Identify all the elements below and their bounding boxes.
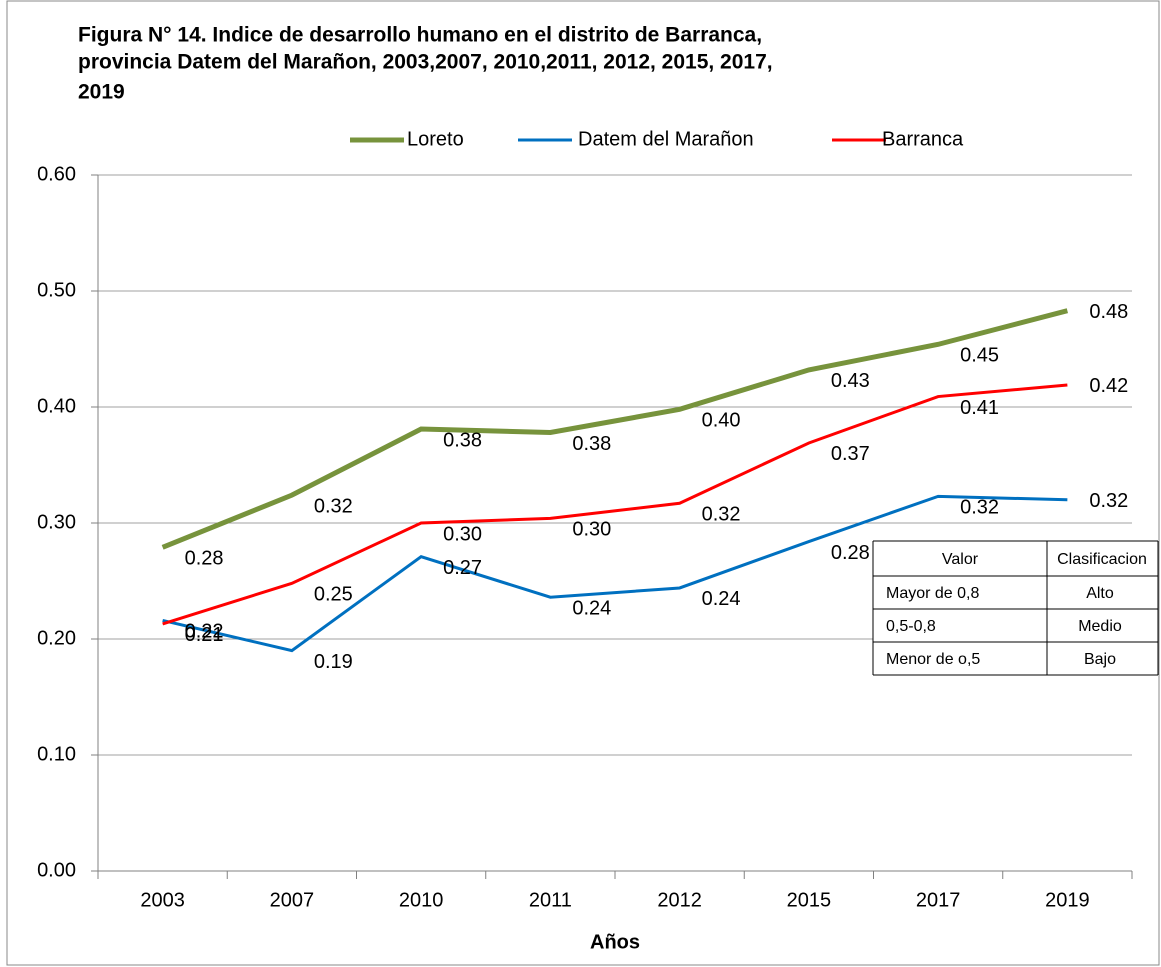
legend-label: Barranca [882,128,964,150]
x-tick-label: 2010 [399,889,444,911]
series-line [162,383,1068,626]
x-tick-label: 2015 [787,889,832,911]
chart-frame [6,0,1160,966]
table-cell: Mayor de 0,8 [886,585,979,602]
data-label: 0.19 [314,651,353,673]
legend-label: Datem del Marañon [578,128,754,150]
data-label: 0.32 [1089,490,1128,512]
y-tick-label: 0.20 [37,627,76,649]
data-label: 0.37 [831,443,870,465]
x-tick-label: 2003 [140,889,185,911]
data-label: 0.25 [314,584,353,606]
legend-label: Loreto [407,128,464,150]
chart-title: Figura N° 14. Indice de desarrollo human… [78,24,762,47]
data-label: 0.42 [1089,375,1128,397]
data-label: 0.43 [831,370,870,392]
data-label: 0.27 [443,557,482,579]
series-line [162,494,1068,653]
data-label: 0.24 [572,598,611,620]
x-tick-label: 2007 [270,889,315,911]
data-label: 0.38 [443,429,482,451]
table-cell: Menor de o,5 [886,651,980,668]
data-label: 0.30 [572,519,611,541]
table-cell: Medio [1078,618,1122,635]
data-label: 0.22 [185,621,224,643]
y-tick-label: 0.50 [37,279,76,301]
y-tick-label: 0.60 [37,163,76,185]
data-label: 0.32 [702,504,741,526]
x-tick-label: 2019 [1045,889,1090,911]
chart-subtitle: provincia Datem del Marañon, 2003,2007, … [78,51,773,74]
table-cell: 0,5-0,8 [886,618,936,635]
classification-table: Valor Clasificacion Mayor de 0,8 Alto 0,… [872,540,1159,676]
y-tick-label: 0.00 [37,859,76,881]
data-label: 0.21 [185,624,224,646]
data-label: 0.28 [185,548,224,570]
data-label: 0.38 [572,433,611,455]
data-label: 0.24 [702,588,741,610]
data-label: 0.30 [443,523,482,545]
y-tick-label: 0.10 [37,743,76,765]
table-header: Valor [942,551,979,568]
y-tick-label: 0.40 [37,395,76,417]
table-bg [873,541,1158,675]
data-label: 0.32 [314,495,353,517]
data-label: 0.41 [960,397,999,419]
chart-subtitle: 2019 [78,81,125,104]
table-cell: Bajo [1084,651,1116,668]
data-label: 0.48 [1089,301,1128,323]
x-tick-label: 2011 [529,889,572,911]
y-tick-label: 0.30 [37,511,76,533]
data-label: 0.32 [960,497,999,519]
x-tick-label: 2017 [916,889,961,911]
x-axis-title: Años [590,931,640,953]
data-label: 0.45 [960,345,999,367]
x-tick-label: 2012 [657,889,702,911]
table-header: Clasificacion [1057,551,1147,568]
table-cell: Alto [1086,585,1114,602]
series-line [161,308,1069,550]
data-label: 0.28 [831,542,870,564]
data-label: 0.40 [702,410,741,432]
